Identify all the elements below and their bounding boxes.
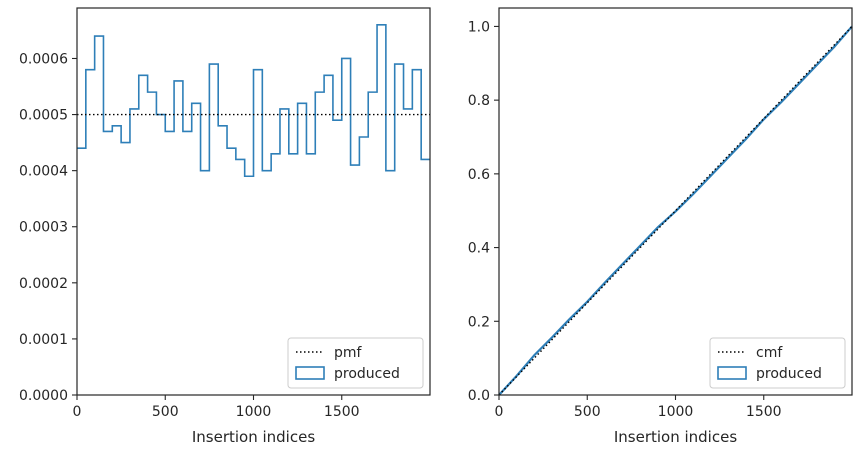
legend-label-produced: produced [756, 366, 822, 382]
x-tick-label: 0 [495, 404, 504, 420]
y-tick-label: 0.4 [468, 241, 490, 257]
x-axis-label: Insertion indices [614, 428, 737, 446]
y-tick-label: 1.0 [468, 19, 490, 35]
legend-swatch-produced [295, 366, 325, 380]
y-tick-label: 0.2 [468, 314, 490, 330]
cmf-reference-line [498, 25, 853, 396]
legend-box [709, 337, 846, 389]
histogram-panel: 0 500 1000 1500 0.0000 0.0001 0.0002 0.0003 0.00… [19, 7, 431, 446]
x-tick-label: 1500 [324, 404, 360, 420]
y-tick-label: 0.0005 [19, 108, 68, 124]
y-tick-label: 0.8 [468, 93, 490, 109]
legend-swatch-produced [717, 366, 747, 380]
y-tick-label: 0.0004 [19, 164, 68, 180]
legend-label-reference: pmf [334, 345, 363, 361]
cmf-panel: 0 500 1000 1500 0.0 0.2 0.4 0.6 0.8 1.0 Insertion … [468, 7, 853, 446]
x-tick-label: 500 [574, 404, 601, 420]
y-tick-label: 0.0002 [19, 276, 68, 292]
x-tick-label: 0 [73, 404, 82, 420]
y-tick-label: 0.0 [468, 388, 490, 404]
x-axis-label: Insertion indices [192, 428, 315, 446]
y-tick-label: 0.0000 [19, 388, 68, 404]
produced-cdf-line [498, 25, 853, 396]
y-tick-label: 0.0001 [19, 332, 68, 348]
legend-label-produced: produced [334, 366, 400, 382]
x-tick-label: 1000 [236, 404, 272, 420]
histogram-step-line [77, 24, 430, 178]
legend-box [287, 337, 424, 389]
y-tick-label: 0.6 [468, 167, 490, 183]
y-tick-label: 0.0006 [19, 51, 68, 67]
legend-label-reference: cmf [756, 345, 783, 361]
x-tick-label: 1000 [658, 404, 694, 420]
x-tick-label: 1500 [746, 404, 782, 420]
legend: cmf produced [709, 337, 846, 389]
y-tick-label: 0.0003 [19, 220, 68, 236]
legend: pmf produced [287, 337, 424, 389]
x-tick-label: 500 [152, 404, 179, 420]
